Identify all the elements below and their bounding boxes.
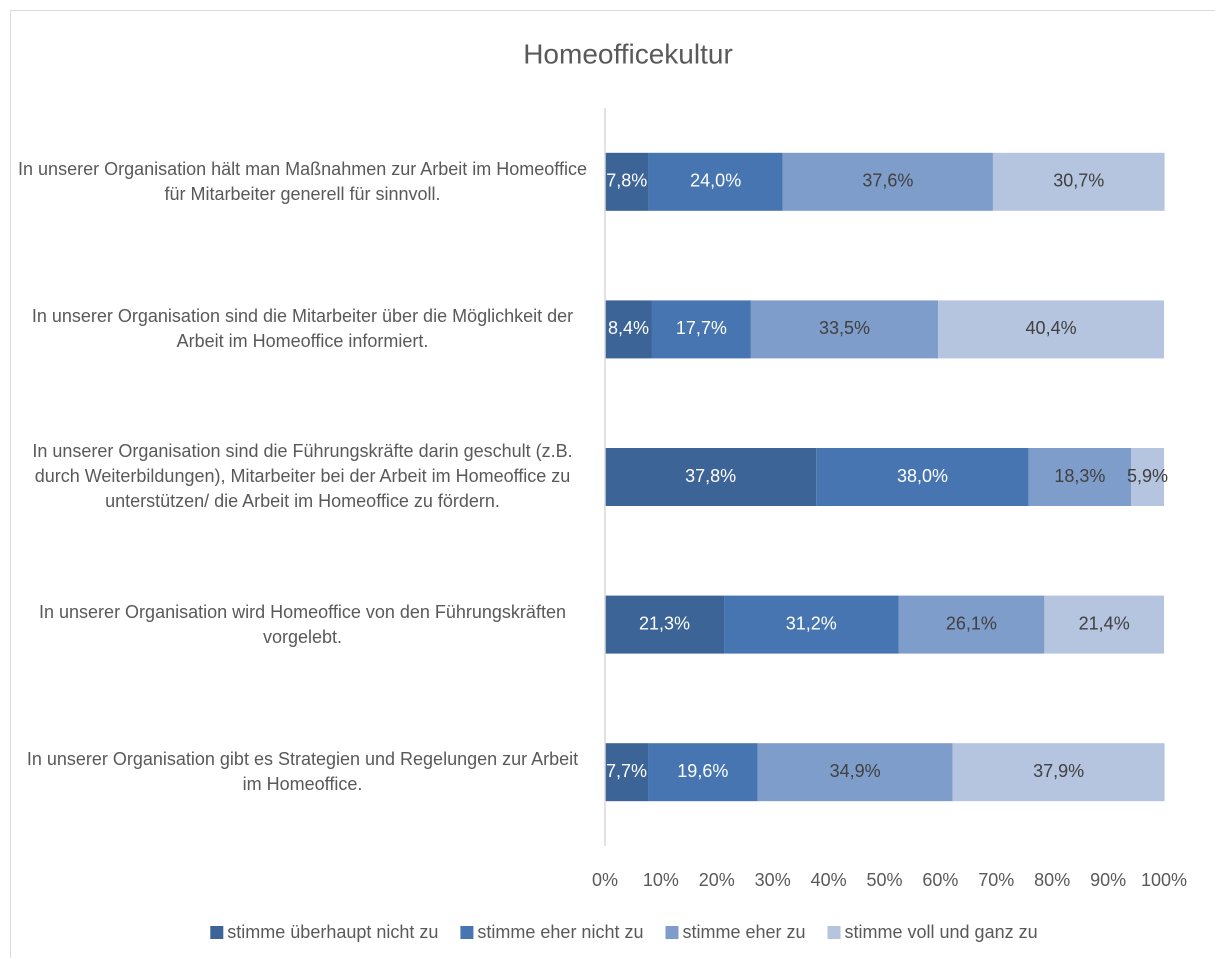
legend-label: stimme voll und ganz zu: [845, 922, 1038, 942]
y-tick-label: In unserer Organisation sind die Führung…: [32, 441, 573, 512]
data-label: 5,9%: [1127, 466, 1168, 486]
data-label: 31,2%: [786, 613, 837, 633]
data-label: 18,3%: [1054, 466, 1105, 486]
bar-segment: [605, 595, 725, 654]
bar-segment: [898, 595, 1045, 654]
category-label-box: In unserer Organisation sind die Mitarbe…: [31, 306, 574, 352]
legend-label: stimme eher nicht zu: [477, 922, 643, 942]
bar-segment: [750, 300, 939, 359]
bar-segment: [992, 152, 1165, 211]
bar-segment: [816, 448, 1029, 506]
data-label: 26,1%: [946, 613, 997, 633]
bar-segment: [782, 152, 993, 211]
data-label: 24,0%: [690, 171, 741, 191]
bar-segment: [648, 743, 758, 802]
y-tick-label: In unserer Organisation sind die Mitarbe…: [31, 306, 574, 352]
x-tick-label: 60%: [922, 870, 958, 890]
bar-segment: [605, 152, 649, 211]
data-label: 38,0%: [897, 466, 948, 486]
data-label: 21,3%: [639, 613, 690, 633]
x-tick-label: 70%: [978, 870, 1014, 890]
bar-segment: [605, 448, 817, 506]
legend-label: stimme überhaupt nicht zu: [227, 922, 438, 942]
legend-label: stimme eher zu: [682, 922, 805, 942]
category-label-box: In unserer Organisation sind die Führung…: [32, 441, 573, 512]
legend-swatch: [210, 926, 224, 939]
bar-segment: [1131, 448, 1164, 506]
data-label: 8,4%: [608, 318, 649, 338]
x-tick-label: 40%: [811, 870, 847, 890]
legend-swatch: [665, 926, 679, 939]
x-tick-label: 90%: [1090, 870, 1126, 890]
x-tick-label: 30%: [755, 870, 791, 890]
category-label-box: In unserer Organisation hält man Maßnahm…: [18, 158, 587, 204]
data-label: 7,7%: [606, 761, 647, 781]
data-label: 37,6%: [862, 171, 913, 191]
bar-segment: [1044, 595, 1164, 654]
x-tick-label: 20%: [699, 870, 735, 890]
data-label: 37,8%: [685, 466, 736, 486]
legend: stimme überhaupt nicht zu stimme eher nic…: [210, 922, 1038, 942]
category-label-box: In unserer Organisation wird Homeoffice …: [39, 601, 566, 647]
bar-segment: [952, 743, 1165, 802]
data-label: 7,8%: [606, 171, 647, 191]
data-label: 19,6%: [677, 761, 728, 781]
bar-segment: [648, 152, 783, 211]
bar-segment: [938, 300, 1164, 359]
data-label: 30,7%: [1053, 171, 1104, 191]
x-tick-label: 100%: [1141, 870, 1187, 890]
category-label-box: In unserer Organisation gibt es Strategi…: [26, 749, 579, 795]
data-label: 21,4%: [1079, 613, 1130, 633]
data-label: 34,9%: [830, 761, 881, 781]
x-tick-label: 50%: [866, 870, 902, 890]
x-tick-label: 80%: [1034, 870, 1070, 890]
bar-segment: [757, 743, 953, 802]
bar-segment: [1028, 448, 1132, 506]
x-tick-label: 10%: [643, 870, 679, 890]
bar-segment: [651, 300, 751, 359]
data-label: 40,4%: [1026, 318, 1077, 338]
y-tick-label: In unserer Organisation gibt es Strategi…: [26, 749, 579, 795]
bar-segment: [724, 595, 899, 654]
legend-swatch: [460, 926, 474, 939]
chart-border: [10, 10, 1215, 958]
bar-segment: [605, 300, 652, 359]
x-tick-label: 0%: [592, 870, 618, 890]
data-label: 17,7%: [676, 318, 727, 338]
legend-swatch: [827, 926, 841, 939]
data-label: 37,9%: [1033, 761, 1084, 781]
data-label: 33,5%: [819, 318, 870, 338]
bar-segment: [605, 743, 649, 802]
y-tick-label: In unserer Organisation hält man Maßnahm…: [18, 158, 587, 204]
chart-title: Homeofficekultur: [523, 38, 733, 69]
y-tick-label: In unserer Organisation wird Homeoffice …: [39, 601, 566, 647]
